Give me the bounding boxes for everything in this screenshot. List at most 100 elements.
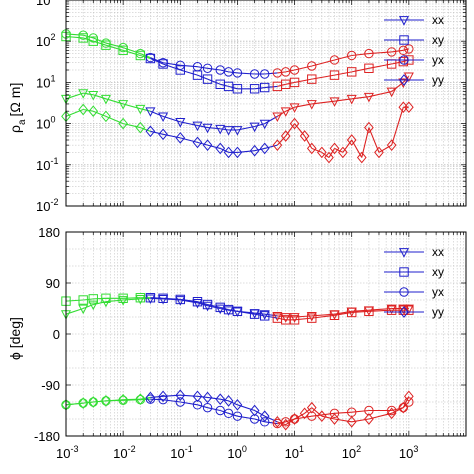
data-point-diamond — [316, 410, 327, 422]
x-tick-label: 101 — [285, 444, 304, 461]
data-point-triangle — [329, 97, 340, 107]
series-line-segment — [294, 123, 306, 137]
data-point-square — [347, 67, 357, 77]
data-point-diamond — [192, 390, 203, 403]
x-tick-label: 10-2 — [113, 444, 135, 461]
series-line-segment — [304, 135, 313, 149]
series-line-segment — [237, 415, 255, 420]
data-point-square — [249, 309, 260, 319]
data-point-diamond — [118, 117, 128, 130]
series-line-segment — [304, 407, 313, 414]
series-line-segment — [93, 400, 106, 403]
series-line-segment — [93, 110, 107, 117]
data-point-diamond — [101, 395, 111, 407]
data-point-triangle — [223, 126, 234, 136]
series-line-segment — [197, 124, 208, 129]
data-point-triangle — [289, 103, 300, 113]
data-point-circle — [232, 411, 243, 421]
series-line-segment — [180, 137, 198, 143]
legend-label-yy: yy — [432, 73, 444, 87]
series-line-segment — [180, 394, 198, 397]
series-line-segment — [123, 399, 141, 401]
series-line-segment — [83, 108, 94, 112]
series-line-segment — [391, 407, 404, 414]
data-point-triangle — [215, 304, 226, 315]
data-point-diamond — [158, 390, 168, 403]
x-tick-label: 10-3 — [56, 444, 78, 461]
series-line-segment — [311, 147, 323, 153]
data-point-square — [192, 297, 203, 307]
data-point-diamond — [272, 416, 283, 428]
series-line-segment — [311, 100, 335, 105]
series-line-segment — [207, 407, 221, 412]
data-point-circle — [223, 67, 234, 77]
series-line-segment — [162, 133, 181, 139]
series-line-segment — [321, 415, 335, 420]
series-line-segment — [351, 409, 369, 413]
data-point-diamond — [386, 407, 397, 420]
series-line-segment — [163, 394, 181, 397]
data-point-square — [249, 84, 260, 94]
data-point-triangle — [202, 123, 213, 134]
series-line-segment — [105, 42, 124, 49]
series-line-segment — [140, 54, 151, 60]
data-point-triangle — [249, 122, 260, 133]
series-line-segment — [378, 144, 392, 153]
series-line-segment — [180, 401, 198, 406]
data-point-square — [259, 311, 270, 321]
series-line-segment — [65, 33, 84, 36]
series-line-segment — [368, 91, 392, 98]
data-point-diamond — [232, 146, 243, 159]
series-line-segment — [237, 150, 255, 153]
series-line-segment — [254, 313, 265, 317]
data-point-triangle — [192, 121, 203, 132]
data-point-diamond — [249, 404, 260, 417]
data-point-square — [398, 305, 409, 315]
data-point-diamond — [202, 391, 213, 404]
series-line-segment — [163, 62, 181, 66]
data-point-diamond — [324, 151, 334, 164]
data-point-circle — [145, 394, 156, 404]
data-point-square — [158, 293, 168, 304]
data-point-diamond — [88, 105, 99, 118]
data-point-circle — [386, 47, 397, 57]
data-point-square — [399, 35, 409, 45]
series-line-segment — [294, 415, 312, 420]
data-point-triangle — [175, 118, 186, 128]
data-point-diamond — [346, 134, 357, 146]
series-line-segment — [207, 144, 221, 149]
series-line-segment — [311, 407, 323, 417]
data-point-diamond — [158, 128, 168, 141]
data-point-triangle — [232, 126, 243, 136]
data-point-diamond — [101, 110, 111, 123]
series-line-segment — [361, 127, 370, 158]
y-axis-label-resistivity: ρa[Ω m] — [7, 83, 28, 133]
series-line-segment — [163, 297, 181, 300]
data-point-diamond — [135, 121, 146, 134]
data-point-diamond — [232, 399, 243, 411]
data-point-diamond — [404, 101, 414, 114]
data-point-square — [78, 33, 88, 43]
series-line-segment — [285, 106, 295, 112]
series-line-segment — [207, 303, 221, 308]
data-point-square — [101, 293, 111, 304]
series-line-segment — [197, 141, 208, 146]
data-point-square — [399, 267, 409, 277]
data-point-square — [307, 74, 317, 84]
data-point-triangle — [363, 92, 374, 103]
data-point-circle — [259, 69, 270, 79]
series-line-segment — [150, 297, 164, 299]
data-point-triangle — [259, 119, 270, 130]
data-point-diamond — [289, 117, 300, 130]
data-point-diamond — [145, 125, 156, 138]
data-point-circle — [175, 397, 185, 407]
series-yx — [61, 29, 414, 79]
data-point-diamond — [398, 401, 409, 414]
y-tick-label: 103 — [36, 0, 55, 8]
series-line-segment — [180, 298, 198, 303]
data-point-triangle — [215, 124, 226, 135]
data-point-square — [289, 315, 300, 325]
series-line-segment — [163, 399, 181, 403]
data-point-square — [88, 294, 98, 304]
